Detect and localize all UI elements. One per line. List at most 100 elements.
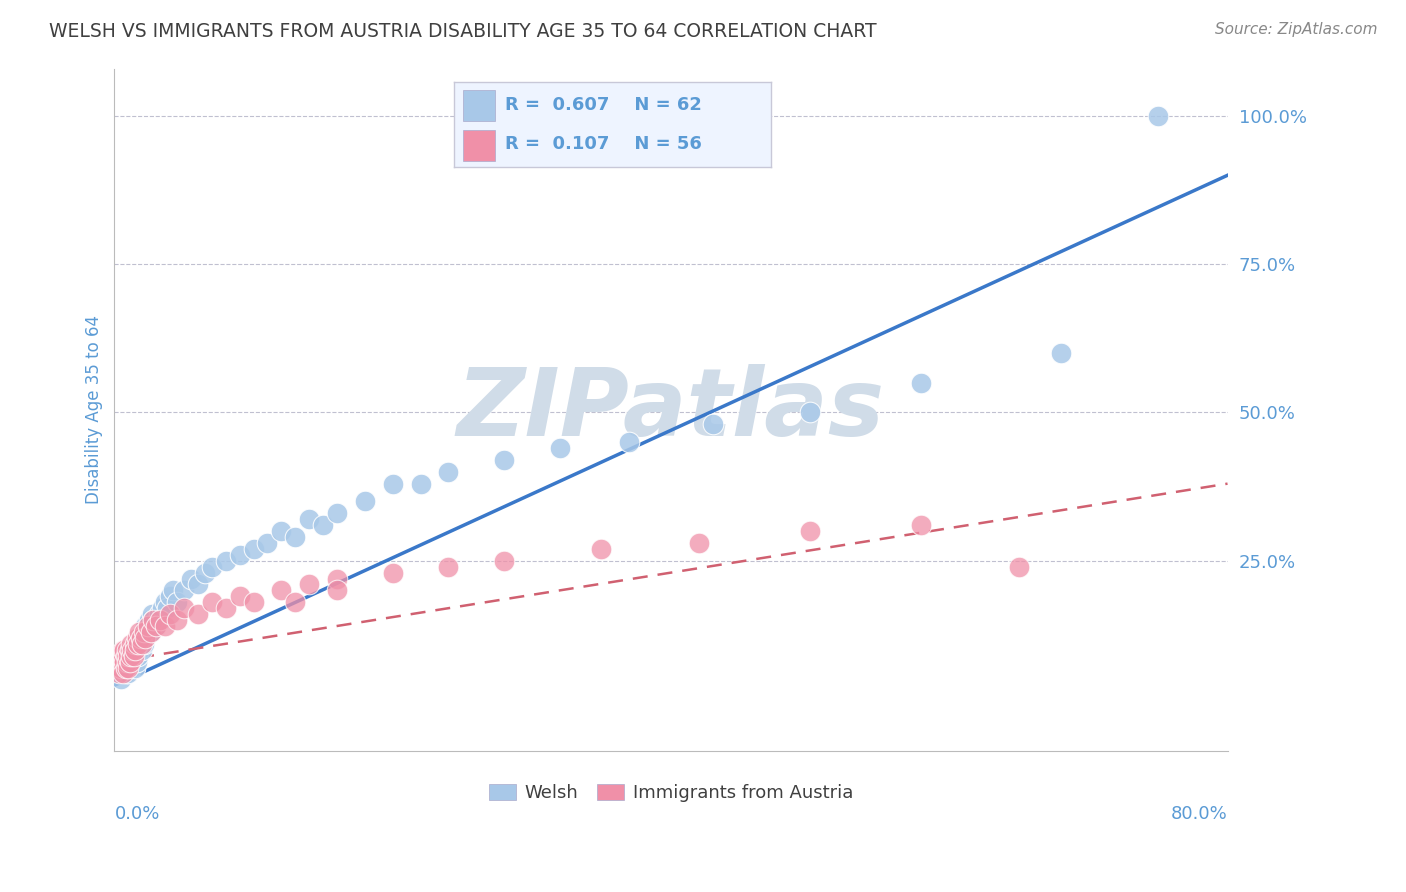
- Point: [111, 642, 134, 657]
- Point: [591, 541, 613, 556]
- Point: [111, 666, 134, 681]
- Point: [242, 541, 264, 556]
- Point: [312, 518, 335, 533]
- Point: [194, 566, 217, 580]
- Point: [112, 655, 135, 669]
- Point: [270, 524, 292, 538]
- Point: [132, 637, 155, 651]
- Point: [156, 601, 179, 615]
- Point: [120, 648, 142, 663]
- Point: [122, 648, 145, 663]
- Point: [153, 619, 176, 633]
- Point: [141, 607, 163, 621]
- Point: [121, 642, 143, 657]
- Point: [131, 642, 153, 657]
- Point: [228, 548, 250, 562]
- Point: [173, 601, 195, 615]
- Point: [121, 655, 143, 669]
- Point: [114, 648, 136, 663]
- Point: [124, 648, 146, 663]
- Point: [114, 660, 136, 674]
- Point: [145, 619, 167, 633]
- Point: [242, 595, 264, 609]
- Text: ZIPatlas: ZIPatlas: [457, 364, 884, 456]
- Point: [125, 631, 148, 645]
- Point: [173, 583, 195, 598]
- Point: [117, 660, 139, 674]
- Point: [134, 619, 156, 633]
- Point: [145, 619, 167, 633]
- Point: [284, 595, 307, 609]
- Point: [120, 660, 142, 674]
- Point: [437, 465, 460, 479]
- Point: [107, 666, 129, 681]
- Point: [162, 583, 184, 598]
- Point: [120, 637, 142, 651]
- Point: [1049, 346, 1071, 360]
- Point: [138, 613, 160, 627]
- Point: [124, 642, 146, 657]
- Point: [148, 607, 170, 621]
- Point: [492, 554, 515, 568]
- Point: [127, 637, 149, 651]
- Point: [326, 572, 349, 586]
- Point: [129, 631, 152, 645]
- Point: [298, 577, 321, 591]
- Point: [120, 648, 142, 663]
- Point: [128, 624, 150, 639]
- Point: [180, 572, 202, 586]
- Legend: Welsh, Immigrants from Austria: Welsh, Immigrants from Austria: [481, 777, 860, 810]
- Point: [112, 642, 135, 657]
- Point: [201, 559, 224, 574]
- Point: [215, 554, 238, 568]
- Text: WELSH VS IMMIGRANTS FROM AUSTRIA DISABILITY AGE 35 TO 64 CORRELATION CHART: WELSH VS IMMIGRANTS FROM AUSTRIA DISABIL…: [49, 22, 877, 41]
- Point: [132, 624, 155, 639]
- Point: [117, 666, 139, 681]
- Text: Source: ZipAtlas.com: Source: ZipAtlas.com: [1215, 22, 1378, 37]
- Point: [134, 631, 156, 645]
- Point: [166, 613, 188, 627]
- Point: [136, 619, 159, 633]
- Point: [132, 624, 155, 639]
- Point: [115, 655, 138, 669]
- Point: [128, 637, 150, 651]
- Point: [1008, 559, 1031, 574]
- Point: [124, 637, 146, 651]
- Point: [115, 642, 138, 657]
- Point: [153, 595, 176, 609]
- Text: 0.0%: 0.0%: [114, 805, 160, 823]
- Point: [910, 376, 932, 390]
- Point: [125, 655, 148, 669]
- Point: [139, 624, 162, 639]
- Point: [114, 666, 136, 681]
- Point: [326, 583, 349, 598]
- Point: [142, 613, 165, 627]
- Text: 80.0%: 80.0%: [1171, 805, 1227, 823]
- Point: [122, 642, 145, 657]
- Point: [150, 601, 173, 615]
- Point: [201, 595, 224, 609]
- Point: [619, 435, 641, 450]
- Point: [136, 619, 159, 633]
- Point: [118, 655, 141, 669]
- Point: [108, 655, 131, 669]
- Point: [127, 648, 149, 663]
- Point: [125, 642, 148, 657]
- Point: [270, 583, 292, 598]
- Point: [284, 530, 307, 544]
- Point: [409, 476, 432, 491]
- Point: [159, 607, 181, 621]
- Point: [228, 590, 250, 604]
- Point: [142, 613, 165, 627]
- Point: [129, 631, 152, 645]
- Point: [149, 613, 172, 627]
- Point: [139, 624, 162, 639]
- Point: [187, 607, 209, 621]
- Point: [134, 631, 156, 645]
- Point: [702, 417, 724, 432]
- Point: [492, 453, 515, 467]
- Point: [166, 595, 188, 609]
- Point: [381, 566, 404, 580]
- Point: [548, 441, 571, 455]
- Point: [135, 624, 157, 639]
